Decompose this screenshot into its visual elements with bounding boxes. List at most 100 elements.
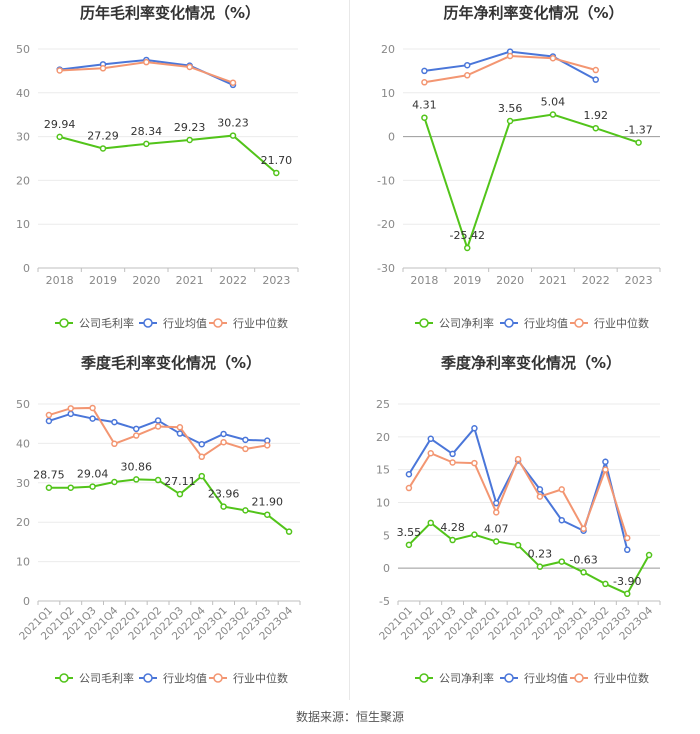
data-label: 1.92 [584, 109, 609, 122]
data-point [493, 499, 500, 507]
data-point [89, 483, 96, 490]
data-point [536, 486, 544, 493]
data-label: 0.23 [528, 548, 553, 561]
data-point [427, 435, 434, 443]
data-label: -3.90 [613, 575, 641, 588]
y-tick-label: 20 [381, 43, 395, 56]
legend-marker [419, 673, 429, 683]
data-point [264, 442, 271, 449]
data-point [186, 63, 193, 71]
data-point [514, 541, 522, 549]
annual-gross-margin-chart: 历年毛利率变化情况（%） 0 10 20 30 40 50 2018 2019 2020 2021 2… [16, 4, 299, 330]
y-tick-label: -5 [379, 595, 390, 608]
data-point [176, 423, 184, 431]
legend-marker [504, 673, 514, 683]
data-point [549, 54, 557, 62]
data-point [154, 423, 162, 430]
panel-divider [349, 0, 350, 700]
data-label: -25.42 [450, 229, 485, 242]
y-tick-label: 10 [16, 556, 30, 569]
data-point [449, 450, 456, 458]
legend-label: 行业均值 [163, 317, 207, 330]
data-point [133, 425, 140, 433]
y-tick-label: 40 [16, 437, 30, 450]
legend-label: 公司净利率 [439, 316, 494, 330]
x-tick-label: 2023 [262, 274, 290, 287]
y-tick-label: 5 [383, 529, 390, 542]
chart-title: 历年毛利率变化情况（%） [80, 4, 260, 22]
data-point [143, 140, 150, 148]
legend-label: 行业中位数 [594, 316, 649, 330]
legend-marker [59, 318, 69, 328]
data-point [464, 244, 471, 252]
legend-label: 行业均值 [524, 317, 568, 330]
data-label: 3.55 [397, 526, 422, 539]
data-label: 30.23 [217, 117, 249, 130]
legend-label: 公司净利率 [439, 671, 494, 685]
data-point [198, 453, 205, 461]
data-point [514, 455, 522, 463]
data-point [536, 563, 544, 570]
y-tick-label: 15 [376, 464, 390, 477]
data-point [67, 405, 74, 412]
legend-marker [574, 318, 584, 328]
data-point [558, 486, 565, 493]
data-point [421, 114, 428, 121]
quarterly-gross-margin-chart: 季度毛利率变化情况（%）010203040502021Q12021Q22021Q… [16, 354, 301, 685]
data-point [220, 438, 227, 446]
data-label: 4.28 [440, 521, 465, 534]
y-tick-label: 10 [376, 497, 390, 510]
data-point [111, 478, 118, 486]
y-tick-label: 0 [23, 262, 30, 275]
x-tick-label: 2020 [496, 274, 524, 287]
data-point [602, 466, 609, 473]
annual-gross-margin-panel: 历年毛利率变化情况（%） 0 10 20 30 40 50 2018 2019 2020 2021 2… [0, 0, 350, 350]
legend-label: 公司毛利率 [79, 316, 134, 330]
data-point [242, 436, 249, 444]
y-tick-label: 30 [16, 477, 30, 490]
data-point [421, 79, 428, 86]
legend-marker [213, 318, 223, 328]
data-point [405, 541, 413, 549]
legend-label: 行业均值 [524, 672, 568, 685]
data-point [133, 476, 140, 483]
y-tick-label: 50 [16, 43, 30, 56]
y-tick-label: 10 [16, 218, 30, 231]
x-tick-label: 2020 [132, 274, 160, 287]
data-point [220, 503, 227, 510]
data-label: -1.37 [624, 124, 652, 137]
quarterly-net-margin-panel: 季度净利率变化情况（%） -5 0 5 10 15 20 25 2021Q1 2021Q2 2021… [350, 350, 700, 700]
x-tick-label: 2019 [89, 274, 117, 287]
data-point [176, 430, 184, 437]
data-point [471, 531, 478, 538]
data-label: 23.96 [208, 488, 240, 501]
data-label: -0.63 [569, 553, 597, 566]
data-point [285, 528, 293, 535]
data-point [506, 52, 514, 60]
data-point [264, 511, 271, 518]
legend-marker [574, 673, 584, 683]
data-point [580, 525, 587, 533]
data-point [427, 450, 434, 457]
y-tick-label: 0 [23, 595, 30, 608]
data-point [493, 509, 500, 516]
data-label: 27.11 [164, 475, 196, 488]
x-tick-label: 2021 [176, 274, 204, 287]
chart-title: 季度净利率变化情况（%） [441, 354, 621, 372]
x-tick-label: 2022 [582, 274, 610, 287]
data-point [242, 507, 249, 514]
data-point [421, 67, 428, 75]
data-label: 29.23 [174, 121, 206, 134]
data-label: 28.34 [131, 125, 163, 138]
y-tick-label: 20 [16, 174, 30, 187]
data-label: 28.75 [33, 469, 65, 482]
data-point [449, 536, 456, 544]
y-tick-label: -20 [377, 218, 395, 231]
data-point [405, 471, 413, 478]
data-point [558, 516, 565, 524]
data-point [99, 145, 107, 152]
data-point [602, 458, 609, 466]
y-tick-label: 30 [16, 131, 30, 144]
data-label: 4.07 [484, 522, 509, 535]
legend-marker [143, 673, 153, 683]
